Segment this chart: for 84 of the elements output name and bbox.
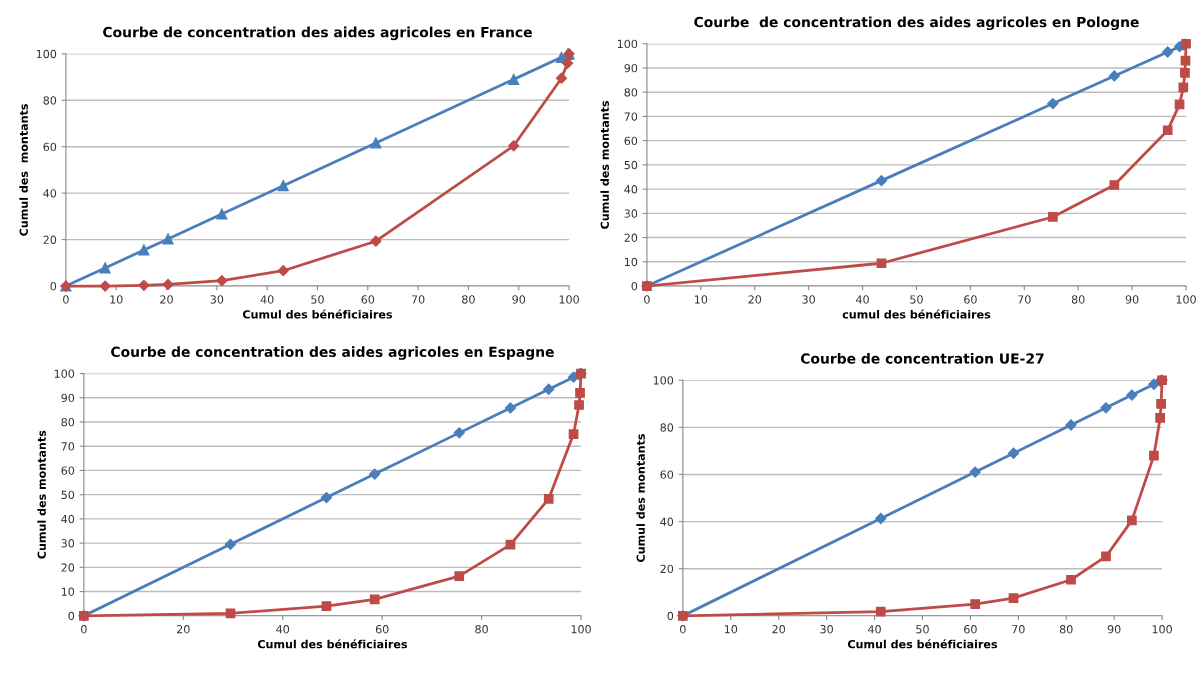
y-tick-label: 90 — [624, 63, 638, 73]
x-tick-label: 10 — [110, 295, 123, 304]
x-tick-label: 40 — [868, 625, 881, 634]
x-tick-label: 30 — [802, 295, 815, 304]
x-axis-title: cumul des bénéficiaires — [842, 309, 991, 319]
x-tick-label: 40 — [856, 295, 869, 304]
chart-title: Courbe de concentration UE-27 — [800, 353, 1044, 364]
y-tick-label: 70 — [61, 442, 75, 451]
y-tick-label: 20 — [660, 564, 674, 574]
x-tick-label: 30 — [210, 295, 224, 304]
y-tick-label: 100 — [36, 49, 57, 59]
y-tick-label: 40 — [624, 185, 638, 194]
x-tick-label: 90 — [1107, 625, 1121, 634]
x-tick-label: 20 — [160, 295, 173, 304]
x-tick-label: 0 — [644, 295, 650, 304]
y-tick-label: 40 — [660, 517, 674, 526]
y-tick-label: 60 — [43, 142, 57, 152]
x-tick-label: 20 — [748, 295, 762, 304]
y-tick-label: 60 — [660, 470, 674, 479]
x-tick-label: 100 — [559, 295, 579, 304]
x-tick-label: 70 — [1018, 295, 1031, 304]
x-axis-title: Cumul des bénéficiaires — [847, 639, 997, 649]
y-axis-title: Cumul des montants — [600, 100, 609, 229]
x-tick-label: 60 — [361, 295, 375, 304]
x-tick-label: 90 — [512, 295, 526, 304]
x-tick-label: 80 — [462, 295, 475, 304]
y-tick-label: 40 — [61, 514, 75, 524]
chart-title: Courbe de concentration des aides agricoles en Pologne — [694, 16, 1139, 31]
y-tick-label: 90 — [61, 393, 75, 403]
y-tick-label: 100 — [617, 39, 638, 49]
y-tick-label: 50 — [61, 490, 75, 500]
x-tick-label: 0 — [81, 625, 87, 634]
x-tick-label: 60 — [375, 625, 389, 634]
x-tick-label: 10 — [724, 625, 738, 634]
y-tick-label: 100 — [653, 376, 674, 385]
y-tick-label: 80 — [660, 423, 674, 432]
y-tick-label: 40 — [43, 189, 57, 198]
x-tick-label: 10 — [694, 295, 708, 304]
y-tick-label: 0 — [68, 611, 75, 621]
y-tick-label: 30 — [624, 209, 638, 218]
y-tick-label: 50 — [624, 160, 638, 170]
y-tick-label: 10 — [624, 257, 638, 267]
y-tick-label: 60 — [61, 466, 75, 475]
y-tick-label: 80 — [624, 88, 638, 97]
y-tick-label: 80 — [61, 417, 75, 427]
x-tick-label: 80 — [475, 625, 488, 634]
chart-title: Courbe de concentration des aides agricoles en France — [103, 26, 532, 41]
y-tick-label: 0 — [631, 282, 638, 291]
y-axis-title: Cumul des montants — [37, 430, 46, 559]
x-tick-label: 0 — [680, 625, 686, 634]
x-tick-label: 20 — [177, 625, 190, 634]
x-tick-label: 50 — [311, 295, 324, 304]
y-tick-label: 20 — [61, 563, 75, 572]
y-tick-label: 60 — [624, 136, 638, 146]
y-axis-title: Cumul des montants — [19, 104, 28, 236]
y-tick-label: 80 — [43, 96, 57, 105]
x-tick-label: 60 — [964, 295, 977, 304]
x-tick-label: 60 — [964, 625, 977, 634]
x-tick-label: 50 — [916, 625, 929, 634]
x-axis-title: Cumul des bénéficiaires — [242, 309, 392, 319]
y-tick-label: 20 — [624, 233, 638, 242]
x-tick-label: 100 — [1152, 625, 1172, 634]
y-tick-label: 100 — [54, 369, 75, 378]
x-tick-label: 20 — [772, 625, 786, 634]
x-tick-label: 50 — [910, 295, 923, 304]
x-tick-label: 70 — [1012, 625, 1025, 634]
x-tick-label: 80 — [1071, 295, 1085, 304]
y-tick-label: 30 — [61, 539, 75, 548]
x-tick-label: 30 — [820, 625, 833, 634]
y-tick-label: 20 — [43, 235, 57, 244]
x-tick-label: 40 — [260, 295, 274, 304]
y-tick-label: 10 — [61, 587, 75, 596]
x-tick-label: 100 — [571, 625, 591, 634]
x-tick-label: 90 — [1125, 295, 1139, 304]
y-tick-label: 0 — [667, 611, 674, 621]
x-axis-title: Cumul des bénéficiaires — [257, 639, 407, 649]
x-tick-label: 70 — [411, 295, 425, 304]
y-tick-label: 70 — [624, 112, 638, 121]
x-tick-label: 100 — [1176, 295, 1196, 304]
y-tick-label: 0 — [50, 282, 57, 291]
x-tick-label: 40 — [276, 625, 290, 634]
y-axis-title: Cumul des montants — [636, 434, 645, 562]
x-tick-label: 80 — [1059, 625, 1073, 634]
chart-title: Courbe de concentration des aides agricoles en Espagne — [111, 346, 554, 360]
